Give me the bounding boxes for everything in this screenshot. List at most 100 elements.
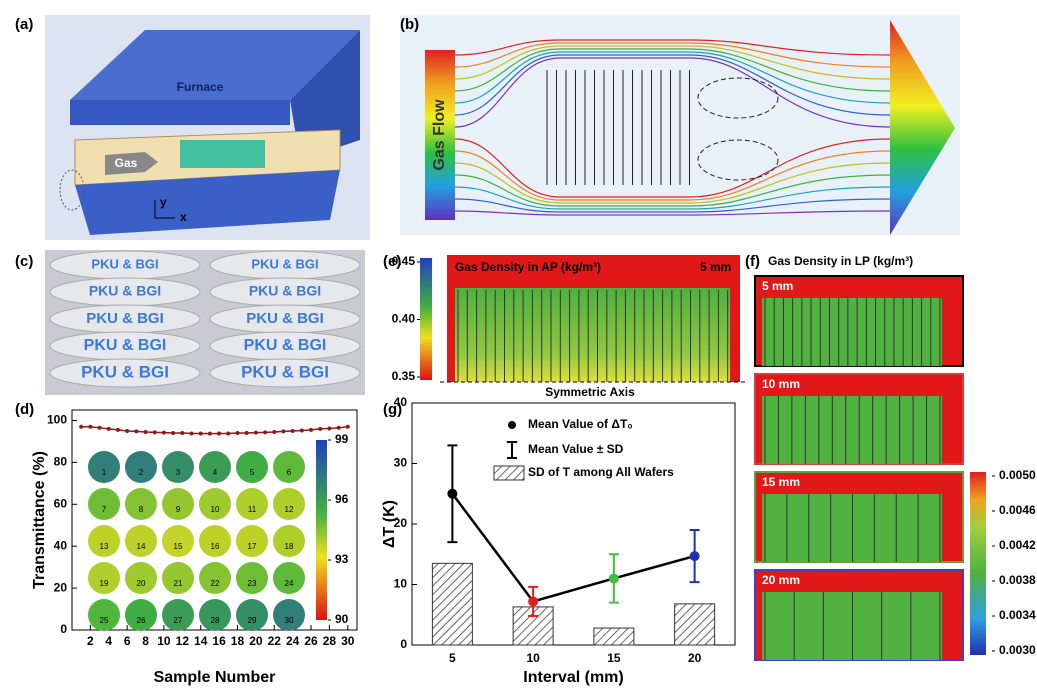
inset-wafer (273, 525, 305, 557)
lp-panels: 5 mm 10 mm 15 mm 20 mm (754, 275, 964, 661)
wafer-text: PKU & BGI (89, 283, 161, 299)
inset-wafer (88, 451, 120, 483)
inset-wafer (88, 562, 120, 594)
y-tick-label: 0 (60, 622, 67, 636)
inset-wafer (162, 599, 194, 631)
colorbar-label: 0.40 (392, 312, 416, 326)
inset-wafer-label: 7 (102, 505, 107, 514)
lp-interval: 5 mm (762, 279, 793, 293)
lp-interval: 10 mm (762, 377, 800, 391)
data-point (106, 426, 111, 431)
data-point (272, 430, 277, 434)
ap-title: Gas Density in AP (kg/m³) (455, 260, 601, 274)
inset-wafer (273, 562, 305, 594)
mean-point (689, 551, 700, 562)
x-tick-label: 4 (105, 634, 112, 648)
data-point (299, 428, 304, 433)
streamline (454, 54, 891, 116)
inset-wafer (125, 599, 157, 631)
streamline (454, 39, 891, 56)
wafer (209, 358, 361, 388)
colorbar-label: 96 (335, 492, 349, 506)
inset-wafer-label: 23 (248, 579, 257, 588)
data-line (81, 426, 348, 435)
tube-end (59, 169, 85, 211)
colorbar (420, 258, 432, 380)
colorbar-label: 99 (335, 432, 349, 446)
y-tick-label: 40 (394, 395, 408, 409)
x-tick-label: 10 (526, 651, 540, 665)
inset-wafer-label: 30 (285, 616, 294, 625)
data-point (345, 424, 350, 429)
inset-wafer (273, 451, 305, 483)
mean-point (528, 596, 539, 607)
data-point (125, 428, 130, 433)
x-tick-label: 15 (607, 651, 621, 665)
y-tick-label: 20 (394, 516, 408, 530)
inset-wafer (88, 525, 120, 557)
streamline (454, 51, 891, 104)
lp-title: Gas Density in LP (kg/m³) (768, 254, 913, 268)
streamline (454, 138, 891, 198)
inset-wafer (199, 488, 231, 520)
symmetric-axis-label: Symmetric Axis (545, 385, 635, 399)
inset-wafer-label: 17 (248, 542, 257, 551)
bar (674, 603, 716, 646)
axis-x-label: x (180, 210, 187, 224)
panel-label: (b) (400, 16, 419, 33)
data-point (79, 424, 84, 429)
data-point (226, 431, 231, 436)
data-point (143, 430, 148, 434)
inset-wafer (162, 562, 194, 594)
x-axis-label: Interval (mm) (523, 669, 623, 686)
streamlines (454, 39, 891, 216)
x-tick-label: 2 (87, 634, 94, 648)
inset-wafer-label: 24 (285, 579, 294, 588)
inset-wafer-label: 25 (100, 616, 109, 625)
vortex (697, 139, 779, 181)
inset-wafer-label: 18 (285, 542, 294, 551)
x-tick-label: 22 (268, 634, 282, 648)
panel-label: (c) (15, 253, 33, 270)
streamline (454, 162, 891, 204)
furnace-front (70, 100, 290, 125)
inset-wafer (199, 525, 231, 557)
x-tick-label: 20 (249, 634, 263, 648)
x-tick-label: 16 (212, 634, 226, 648)
wafer-text: PKU & BGI (249, 283, 321, 299)
inset-wafer (199, 599, 231, 631)
inset-wafer-label: 16 (211, 542, 220, 551)
inlet-bar (425, 50, 455, 220)
streamline (454, 174, 891, 207)
streamline (454, 45, 891, 80)
data-point (115, 427, 120, 432)
inset-wafer-label: 3 (176, 468, 181, 477)
inset-wafer (88, 488, 120, 520)
data-point (97, 425, 102, 430)
inset-wafer (199, 562, 231, 594)
data-point (263, 430, 268, 435)
legend-label: SD of T among All Wafers (528, 465, 674, 479)
wafer-stack (180, 140, 265, 168)
x-tick-label: 14 (194, 634, 208, 648)
legend-marker (507, 441, 517, 459)
data-point (244, 431, 249, 436)
inset-wafer (273, 488, 305, 520)
y-tick-label: 0 (400, 637, 407, 651)
inset-wafer-label: 8 (139, 505, 144, 514)
lp-interval: 20 mm (762, 573, 800, 587)
colorbar-label: 90 (335, 612, 349, 626)
inset-wafer-label: 29 (248, 616, 257, 625)
inset-wafer (236, 488, 268, 520)
colorbar (970, 472, 986, 655)
y-axis-label: ΔT (K) (381, 500, 398, 548)
inset-wafer-label: 11 (248, 505, 257, 514)
inset-wafer (88, 599, 120, 631)
wafer-text: PKU & BGI (91, 256, 158, 271)
data-point (336, 425, 341, 430)
wafer-photo: PKU & BGI PKU & BGI PKU & BGI PKU & BGI PKU … (49, 250, 361, 388)
inset-wafer-label: 10 (211, 505, 220, 514)
streamline (454, 57, 891, 128)
data-point (171, 431, 176, 436)
